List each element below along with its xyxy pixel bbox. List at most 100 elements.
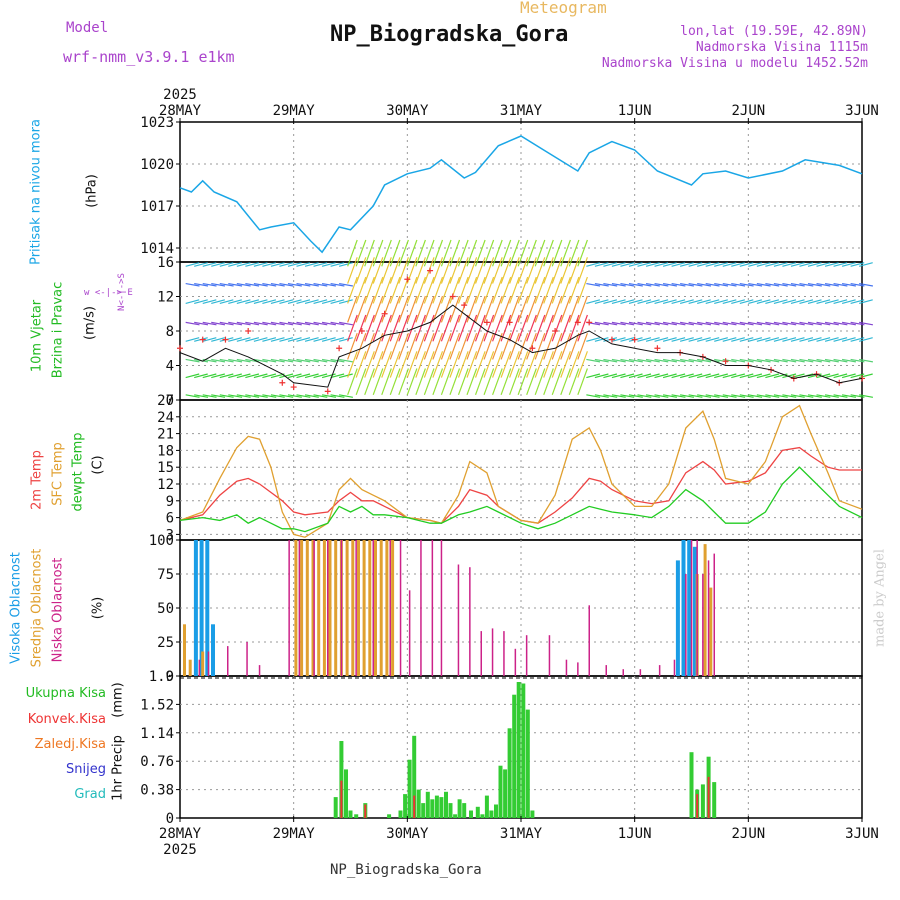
cloud-mid-bar: [183, 624, 186, 676]
wind-barb: [500, 368, 512, 396]
y-tick-label: 24: [157, 410, 174, 426]
wind-barb: [645, 282, 660, 287]
y-tick-label: 0: [166, 393, 174, 409]
precip-total-bar: [689, 752, 694, 818]
wind-barb: [705, 373, 720, 379]
gust-marker: [529, 345, 536, 352]
wind-barb: [603, 282, 618, 287]
gust-marker: [279, 379, 286, 386]
wind-barb: [474, 276, 486, 304]
wind-barb: [483, 351, 495, 378]
wind-barb: [466, 295, 478, 323]
wind-barb: [705, 262, 720, 267]
wind-barb: [662, 321, 678, 326]
wind-barb: [543, 332, 554, 360]
wind-barb: [415, 276, 426, 304]
wind-barb: [500, 276, 512, 304]
wind-barb: [765, 394, 780, 398]
wind-barb: [466, 332, 478, 360]
y-tick-label: 21: [157, 427, 174, 443]
wind-barb: [406, 276, 418, 304]
wind-barb: [355, 239, 367, 267]
cloud-low-bar: [690, 540, 693, 676]
wind-barb: [304, 299, 319, 304]
wind-barb: [859, 394, 874, 398]
wind-barb: [807, 358, 822, 363]
wind-barb: [253, 337, 268, 342]
year-label-top: 2025: [163, 87, 197, 103]
model-label: Model: [66, 20, 109, 36]
wind-barb: [833, 262, 848, 267]
precip-total-bar: [444, 791, 448, 818]
precip-total-bar: [387, 814, 392, 818]
wind-barb: [654, 337, 669, 342]
wind-barb: [799, 358, 814, 363]
wind-barb: [457, 239, 469, 267]
wind-barb: [347, 332, 358, 360]
wind-barb: [194, 321, 209, 326]
wind-barb: [509, 368, 520, 396]
time-tick-label-bottom: 29MAY: [273, 826, 316, 842]
cloud-low-bar: [355, 540, 357, 676]
wind-barb: [799, 394, 814, 398]
wind-barb: [253, 321, 268, 326]
precip-total-bar: [412, 735, 417, 818]
wind-barb: [697, 358, 712, 363]
wind-barb: [449, 295, 461, 323]
wind-barb: [296, 321, 311, 326]
wind-barb: [457, 257, 469, 284]
wind-barb: [211, 262, 225, 267]
cloud-high-bar: [681, 540, 686, 676]
precip-total-bar: [498, 765, 503, 818]
cloud-mid-bar: [305, 540, 309, 676]
wind-barb: [245, 321, 260, 326]
wind-barb: [364, 276, 375, 304]
wind-barb: [833, 299, 848, 304]
wind-barb: [355, 276, 367, 304]
wind-barb: [824, 394, 839, 398]
wind-barb: [372, 257, 384, 284]
wind-barb: [748, 394, 763, 398]
wind-barb: [543, 351, 554, 378]
wind-barb: [381, 295, 392, 323]
wind-barb: [211, 321, 226, 326]
wind-barb: [799, 337, 814, 342]
precip-legend-total: Ukupna Kisa: [25, 686, 106, 701]
wind-barb: [330, 282, 345, 287]
cloud-low-bar: [577, 662, 579, 676]
wind-barb: [364, 332, 375, 360]
wind-barb: [364, 351, 375, 378]
time-tick-label-bottom: 31MAY: [500, 826, 543, 842]
precip-total-bar: [512, 694, 517, 818]
wind-barb: [406, 314, 418, 342]
wind-barb: [773, 321, 788, 326]
wind-barb: [415, 295, 426, 323]
precip-total-bar: [469, 810, 473, 818]
wind-barb: [841, 299, 856, 304]
wind-barb: [287, 373, 302, 379]
wind-barb: [406, 332, 418, 360]
cloud-mid-bar: [317, 540, 321, 676]
cloud-mid-bar: [201, 651, 205, 676]
wind-barb: [765, 282, 780, 287]
wind-barb: [748, 373, 763, 379]
wind-barb: [611, 262, 626, 267]
wind-barb: [313, 262, 328, 267]
wind-barb: [262, 358, 277, 363]
wind-barb: [577, 351, 588, 378]
wind-barb: [449, 351, 461, 378]
wind-barb: [338, 299, 353, 304]
wind-barb: [517, 257, 529, 284]
wind-barb: [765, 337, 780, 342]
wind-barb: [560, 257, 571, 284]
wind-barb: [679, 299, 694, 304]
wind-barb: [526, 295, 537, 323]
wind-barb: [731, 337, 745, 342]
wind-barb: [202, 262, 217, 267]
wind-barb: [253, 358, 268, 363]
wind-barb: [671, 358, 686, 363]
y-tick-label: 1017: [140, 199, 174, 215]
wind-barb: [790, 282, 805, 287]
wind-barb: [236, 299, 251, 304]
wind-barb: [509, 351, 520, 378]
